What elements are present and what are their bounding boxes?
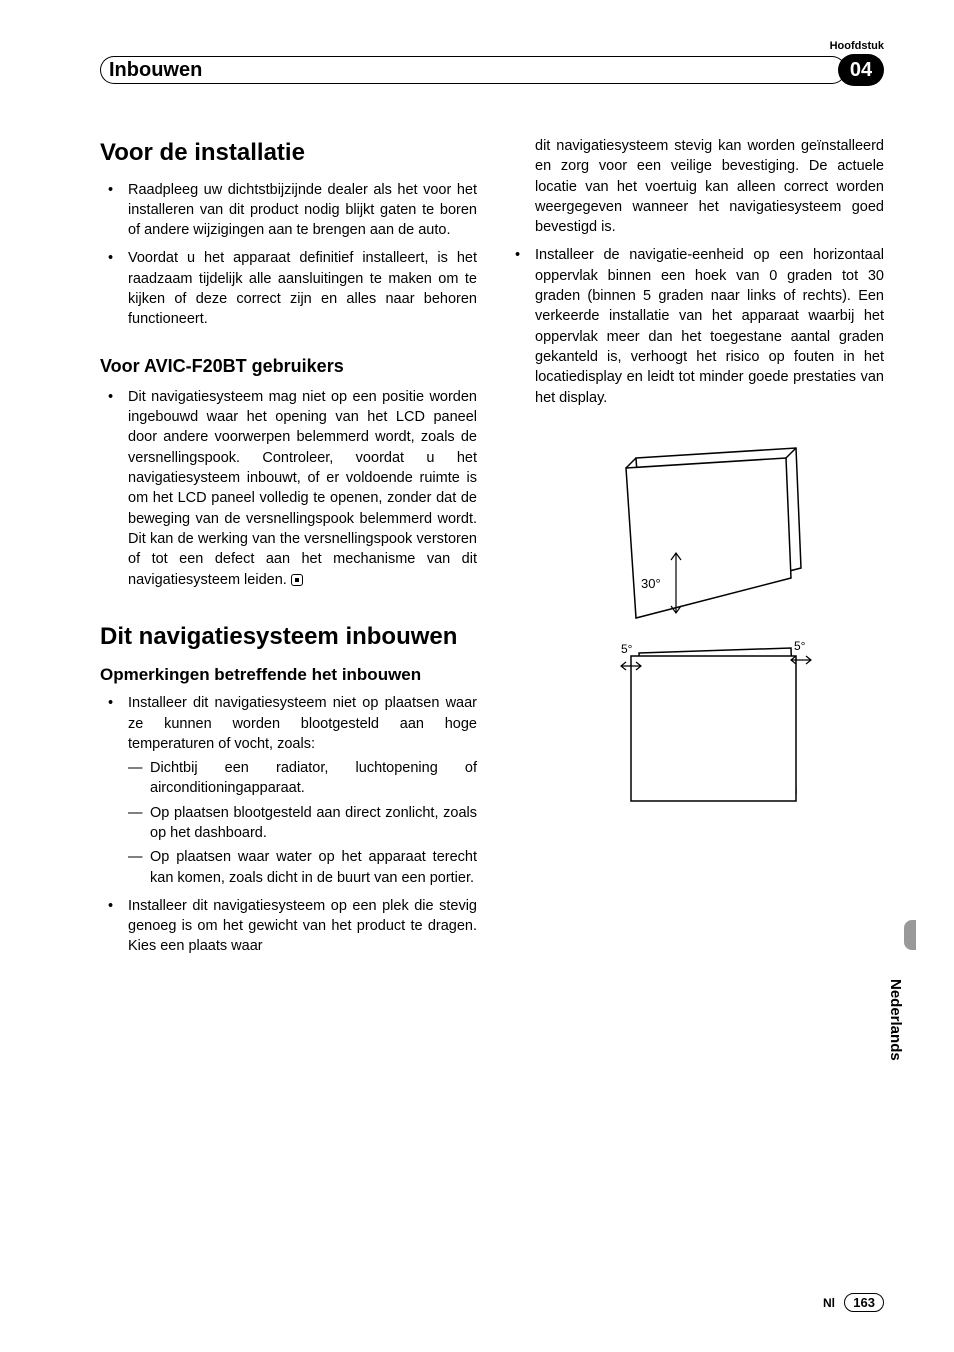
language-side-tab: Nederlands xyxy=(884,940,904,1100)
top-label: Hoofdstuk xyxy=(100,40,884,52)
end-section-icon xyxy=(291,574,303,586)
side-tab-notch xyxy=(904,920,916,950)
column-left: Voor de installatie Raadpleeg uw dichtst… xyxy=(100,136,477,965)
list-item: Installeer de navigatie-eenheid op een h… xyxy=(525,245,884,407)
angle-5-right-label: 5° xyxy=(794,639,806,653)
angle-diagram: 30° 5° xyxy=(507,438,884,814)
header-rule xyxy=(220,56,846,84)
page-footer: Nl 163 xyxy=(823,1293,884,1312)
chapter-header: Inbouwen 04 xyxy=(100,56,884,86)
heading-voor-installatie: Voor de installatie xyxy=(100,136,477,170)
list-item: Dichtbij een radiator, luchtopening of a… xyxy=(150,758,477,799)
heading-dit-navigatiesysteem: Dit navigatiesysteem inbouwen xyxy=(100,620,477,654)
continuation-text: dit navigatiesysteem stevig kan worden g… xyxy=(507,136,884,237)
angle-30-label: 30° xyxy=(641,576,661,591)
column-right: dit navigatiesysteem stevig kan worden g… xyxy=(507,136,884,965)
heading-opmerkingen: Opmerkingen betreffende het inbouwen xyxy=(100,663,477,687)
header-title: Inbouwen xyxy=(100,56,230,84)
list-item: Op plaatsen waar water op het apparaat t… xyxy=(150,847,477,888)
list-item: Dit navigatiesysteem mag niet op een pos… xyxy=(118,387,477,590)
chapter-number-badge: 04 xyxy=(838,54,884,86)
page-number: 163 xyxy=(844,1293,884,1312)
list-item: Installeer dit navigatiesysteem niet op … xyxy=(118,693,477,888)
footer-lang: Nl xyxy=(823,1296,835,1310)
list-item: Raadpleeg uw dichtstbijzijnde dealer als… xyxy=(118,180,477,241)
list-item: Op plaatsen blootgesteld aan direct zonl… xyxy=(150,803,477,844)
heading-avic-f20bt: Voor AVIC-F20BT gebruikers xyxy=(100,354,477,379)
list-item: Voordat u het apparaat definitief instal… xyxy=(118,248,477,329)
angle-5-left-label: 5° xyxy=(621,642,633,656)
list-item: Installeer dit navigatiesysteem op een p… xyxy=(118,896,477,957)
